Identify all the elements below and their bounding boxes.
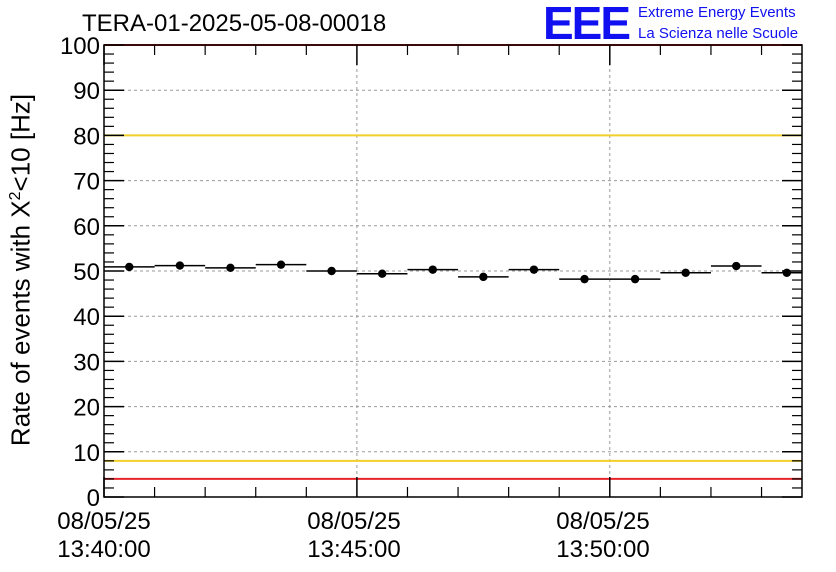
y-tick-label: 80	[73, 123, 100, 150]
y-tick-label: 70	[73, 169, 100, 196]
data-point	[428, 265, 437, 274]
data-point	[529, 265, 539, 274]
data-point	[681, 268, 690, 278]
y-axis-label-main: Rate of events with X	[5, 200, 36, 447]
x-tick-date-0: 08/05/25	[57, 508, 151, 535]
data-points	[104, 260, 802, 284]
data-point	[327, 266, 336, 276]
threshold-lines	[104, 44, 802, 480]
chart-title: TERA-01-2025-05-08-00018	[82, 10, 387, 37]
y-axis-label-tail: <10 [Hz]	[5, 93, 36, 192]
x-tick-date-1: 08/05/25	[307, 508, 401, 535]
x-tick-date-2: 08/05/25	[556, 508, 650, 535]
y-tick-label: 20	[73, 395, 100, 422]
eee-logo: EEE	[543, 0, 631, 49]
x-tick-time-0: 13:40:00	[57, 536, 151, 563]
logo-line-1: Extreme Energy Events	[638, 4, 796, 21]
data-point	[630, 274, 640, 284]
x-tick-time-1: 13:45:00	[307, 536, 401, 563]
logo-line-2: La Scienza nelle Scuole	[638, 25, 799, 42]
data-point	[226, 263, 235, 273]
data-point	[125, 262, 134, 272]
data-point	[479, 272, 488, 282]
data-point	[782, 268, 792, 278]
axis-ticks	[103, 44, 802, 498]
data-point	[732, 261, 741, 271]
x-tick-label-0: 08/05/25 13:40:00	[57, 508, 150, 564]
y-tick-labels: 0 10 20 30 40 50 60 70 80 90 100	[60, 33, 100, 512]
grid-lines	[104, 45, 802, 497]
x-tick-time-2: 13:50:00	[556, 536, 650, 563]
y-tick-label: 100	[60, 33, 100, 60]
data-point	[580, 274, 589, 284]
y-tick-label: 60	[73, 214, 100, 241]
y-tick-label: 10	[73, 440, 100, 467]
y-tick-label: 50	[73, 259, 100, 286]
y-axis-label: Rate of events with X2<10 [Hz]	[6, 94, 37, 446]
x-tick-label-1: 08/05/25 13:45:00	[307, 508, 400, 564]
data-point	[276, 260, 286, 269]
y-tick-label: 40	[73, 304, 100, 331]
data-point	[175, 261, 185, 270]
y-tick-label: 0	[87, 485, 100, 512]
y-tick-label: 90	[73, 78, 100, 105]
y-axis-label-superscript: 2	[6, 191, 24, 201]
y-tick-label: 30	[73, 349, 100, 376]
data-point	[377, 269, 387, 278]
x-tick-label-2: 08/05/25 13:50:00	[556, 508, 649, 564]
